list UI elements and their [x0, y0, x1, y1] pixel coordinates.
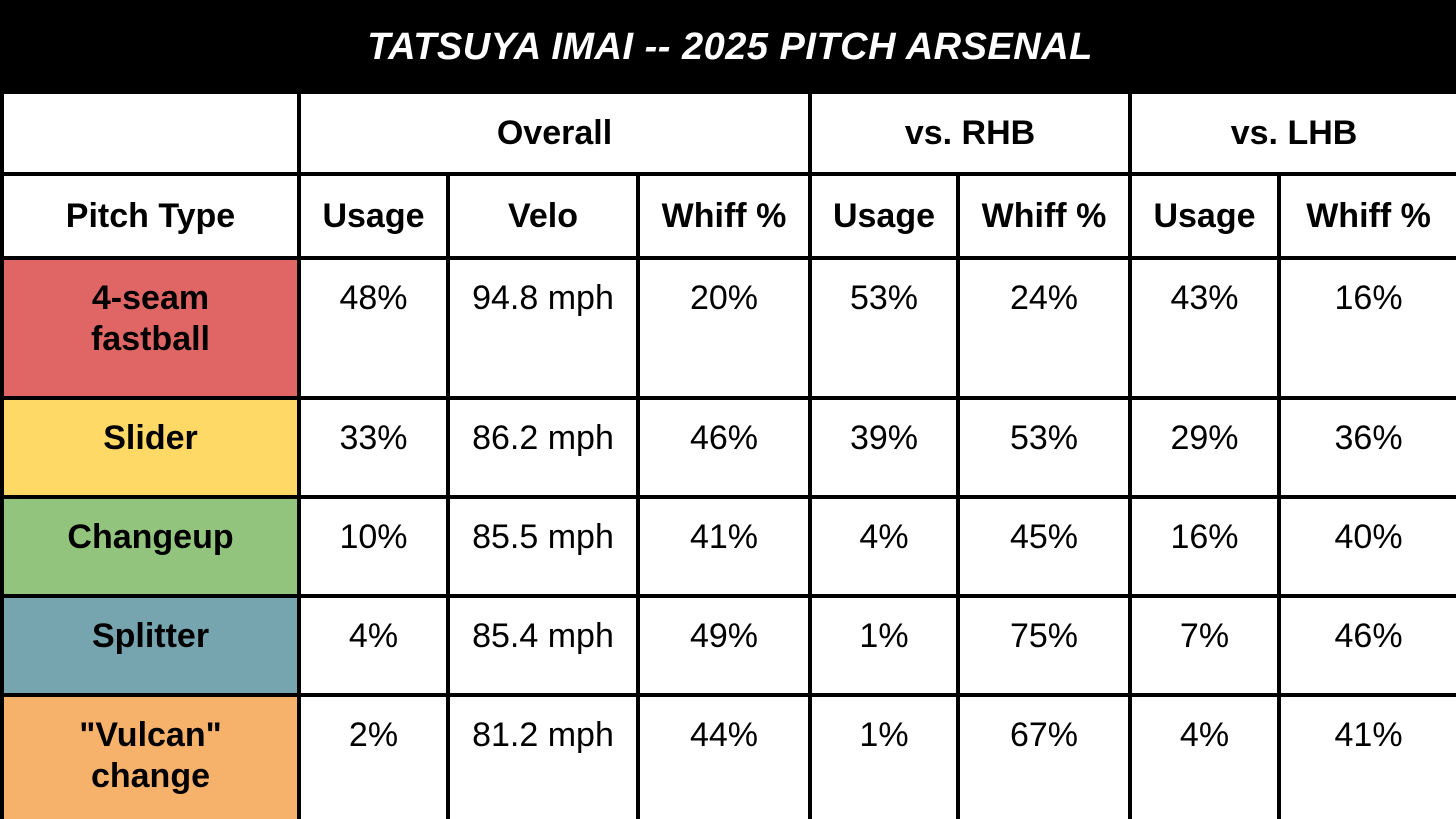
overall-usage-cell: 48% [297, 256, 450, 400]
column-header-overall-usage: Usage [297, 172, 450, 260]
column-header-rhb-usage: Usage [808, 172, 960, 260]
overall-whiff-cell: 20% [636, 256, 812, 400]
table-row-splitter: Splitter 4% 85.4 mph 49% 1% 75% 7% 46% [0, 594, 1456, 697]
column-header-pitch-type: Pitch Type [0, 172, 301, 260]
lhb-whiff-cell: 41% [1276, 693, 1456, 819]
title-row: TATSUYA IMAI -- 2025 PITCH ARSENAL [0, 0, 1456, 94]
group-header-row: Overall vs. RHB vs. LHB [0, 90, 1456, 176]
rhb-whiff-cell: 24% [956, 256, 1132, 400]
rhb-whiff-cell: 75% [956, 594, 1132, 697]
overall-whiff-cell: 44% [636, 693, 812, 819]
group-header-vs-rhb: vs. RHB [808, 90, 1132, 176]
table-row-slider: Slider 33% 86.2 mph 46% 39% 53% 29% 36% [0, 396, 1456, 499]
lhb-usage-cell: 16% [1128, 495, 1281, 598]
pitch-name-cell: 4-seam fastball [0, 256, 301, 400]
pitch-name-cell: Changeup [0, 495, 301, 598]
group-header-vs-lhb: vs. LHB [1127, 90, 1456, 176]
overall-velo-cell: 81.2 mph [446, 693, 640, 819]
overall-velo-cell: 85.5 mph [446, 495, 640, 598]
overall-usage-cell: 4% [297, 594, 450, 697]
overall-whiff-cell: 46% [636, 396, 812, 499]
column-header-overall-velo: Velo [446, 172, 640, 260]
overall-usage-cell: 2% [297, 693, 450, 819]
rhb-whiff-cell: 45% [956, 495, 1132, 598]
rhb-usage-cell: 39% [808, 396, 960, 499]
column-header-lhb-whiff: Whiff % [1276, 172, 1456, 260]
rhb-whiff-cell: 67% [956, 693, 1132, 819]
pitch-name-cell: Slider [0, 396, 301, 499]
lhb-usage-cell: 4% [1128, 693, 1281, 819]
overall-whiff-cell: 41% [636, 495, 812, 598]
column-header-lhb-usage: Usage [1128, 172, 1281, 260]
overall-usage-cell: 10% [297, 495, 450, 598]
lhb-whiff-cell: 40% [1276, 495, 1456, 598]
rhb-usage-cell: 4% [808, 495, 960, 598]
rhb-whiff-cell: 53% [956, 396, 1132, 499]
lhb-usage-cell: 43% [1128, 256, 1281, 400]
lhb-whiff-cell: 36% [1276, 396, 1456, 499]
group-header-overall: Overall [297, 90, 812, 176]
rhb-usage-cell: 53% [808, 256, 960, 400]
group-header-blank [0, 90, 301, 176]
overall-usage-cell: 33% [297, 396, 450, 499]
table-title: TATSUYA IMAI -- 2025 PITCH ARSENAL [0, 0, 1456, 94]
lhb-whiff-cell: 46% [1276, 594, 1456, 697]
table-row-4seam-fastball: 4-seam fastball 48% 94.8 mph 20% 53% 24%… [0, 256, 1456, 400]
table-row-changeup: Changeup 10% 85.5 mph 41% 4% 45% 16% 40% [0, 495, 1456, 598]
column-header-overall-whiff: Whiff % [636, 172, 812, 260]
pitch-name-cell: "Vulcan" change [0, 693, 301, 819]
overall-whiff-cell: 49% [636, 594, 812, 697]
overall-velo-cell: 85.4 mph [446, 594, 640, 697]
overall-velo-cell: 94.8 mph [446, 256, 640, 400]
pitch-name-cell: Splitter [0, 594, 301, 697]
column-header-rhb-whiff: Whiff % [956, 172, 1132, 260]
column-header-row: Pitch Type Usage Velo Whiff % Usage Whif… [0, 172, 1456, 260]
rhb-usage-cell: 1% [808, 693, 960, 819]
overall-velo-cell: 86.2 mph [446, 396, 640, 499]
table-row-vulcan-change: "Vulcan" change 2% 81.2 mph 44% 1% 67% 4… [0, 693, 1456, 819]
lhb-usage-cell: 7% [1128, 594, 1281, 697]
lhb-whiff-cell: 16% [1276, 256, 1456, 400]
lhb-usage-cell: 29% [1128, 396, 1281, 499]
rhb-usage-cell: 1% [808, 594, 960, 697]
